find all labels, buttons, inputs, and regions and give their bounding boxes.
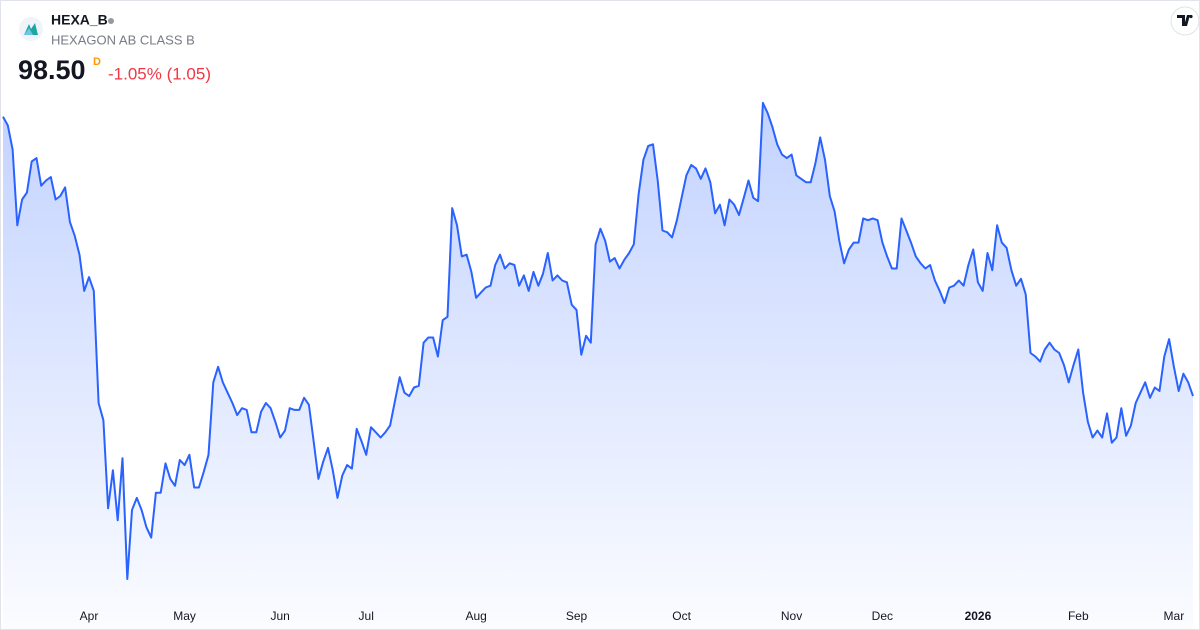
- symbol: HEXA_B: [51, 12, 108, 28]
- x-tick-label: Dec: [872, 609, 893, 623]
- interval: D: [93, 56, 101, 68]
- company-name: HEXAGON AB CLASS B: [51, 32, 195, 47]
- plot: [2, 101, 1194, 629]
- x-tick-label: Jun: [271, 609, 290, 623]
- symbol-logo: [19, 17, 43, 41]
- area-fill: [3, 102, 1193, 629]
- x-tick-label: Mar: [1164, 609, 1185, 623]
- x-tick-label: Sep: [566, 609, 588, 623]
- x-tick-label: Aug: [465, 609, 486, 623]
- status-dot: [108, 18, 114, 24]
- price-line: [2, 101, 1194, 580]
- x-tick-label: 2026: [965, 609, 992, 623]
- x-tick-label: Oct: [672, 609, 691, 623]
- price: 98.50: [18, 55, 86, 85]
- price-change: -1.05% (1.05): [108, 64, 211, 83]
- x-tick-label: Feb: [1068, 609, 1089, 623]
- x-tick-label: Jul: [359, 609, 374, 623]
- x-tick-label: May: [173, 609, 196, 623]
- x-tick-label: Nov: [781, 609, 802, 623]
- tradingview-logo[interactable]: [1170, 6, 1200, 36]
- x-tick-label: Apr: [80, 609, 99, 623]
